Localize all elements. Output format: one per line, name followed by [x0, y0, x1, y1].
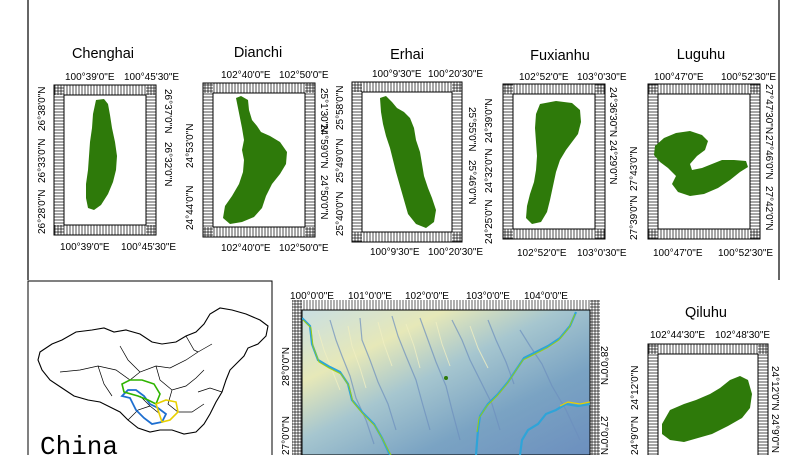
chenghai-top-lon-1: 100°39'0"E [65, 72, 115, 83]
erhai-bottom-lon-2: 100°20'30"E [428, 247, 483, 258]
fuxianhu-bottom-lon-1: 102°52'0"E [517, 248, 567, 259]
lake-dianchi-shape [223, 96, 287, 224]
lake-erhai-shape [380, 96, 436, 228]
chenghai-right-lat-2: 26°32'0"N [162, 142, 173, 187]
fuxianhu-right-lat-2: 24°29'0"N [607, 140, 618, 185]
fuxianhu-bottom-lon-2: 103°0'30"E [577, 248, 627, 259]
chenghai-left-lat-1: 26°38'0"N [37, 87, 48, 132]
guizhou-boundary [155, 399, 179, 423]
dianchi-left-lat-2: 24°44'0"N [185, 186, 196, 231]
lake-qiluhu-shape [662, 376, 752, 442]
chenghai-top-lon-2: 100°45'30"E [124, 72, 179, 83]
panel-qiluhu: 102°44'30"E 102°48'30"E 24°12'0"N 24°9'0… [630, 330, 780, 455]
panel-dianchi: 102°40'0"E 102°50'0"E 102°40'0"E 102°50'… [185, 70, 329, 254]
fuxianhu-left-lat-1: 24°39'0"N [484, 99, 495, 144]
panel-erhai: 100°9'30"E 100°20'30"E 100°9'30"E 100°20… [335, 69, 483, 258]
dianchi-left-lat-1: 24°53'0"N [185, 124, 196, 169]
dianchi-bottom-lon-1: 102°40'0"E [221, 243, 271, 254]
qiluhu-top-lon-2: 102°48'30"E [715, 330, 770, 341]
panel-title-erhai: Erhai [390, 47, 424, 63]
panel-title-chenghai: Chenghai [72, 46, 134, 62]
lake-fuxianhu-shape [526, 101, 581, 224]
luguhu-right-lat-3: 27°42'0"N [763, 186, 774, 231]
luguhu-bottom-lon-2: 100°52'30"E [718, 248, 773, 259]
erhai-left-lat-3: 25°40'0"N [335, 192, 346, 237]
erhai-left-lat-2: 25°49'0"N [335, 139, 346, 184]
lake-marker [444, 376, 448, 380]
dianchi-right-lat-1: 25°1'30"N [318, 88, 329, 133]
dem-top-lon-4: 103°0'0"E [466, 291, 510, 302]
panel-title-dianchi: Dianchi [234, 45, 282, 61]
qiluhu-left-lat-1: 24°12'0"N [630, 366, 641, 411]
dem-left-lat-1: 28°0'0"N [281, 347, 292, 386]
china-label: China [40, 432, 118, 455]
dem-top-lon-3: 102°0'0"E [405, 291, 449, 302]
luguhu-bottom-lon-1: 100°47'0"E [653, 248, 703, 259]
dem-relief [302, 311, 590, 455]
erhai-right-lat-2: 25°46'0"N [466, 160, 477, 205]
qiluhu-left-lat-2: 24°9'0"N [630, 416, 641, 455]
panel-title-luguhu: Luguhu [677, 47, 725, 63]
china-inset-map: China [27, 280, 273, 455]
luguhu-top-lon-1: 100°47'0"E [654, 72, 704, 83]
dianchi-top-lon-2: 102°50'0"E [279, 70, 329, 81]
erhai-top-lon-1: 100°9'30"E [372, 69, 422, 80]
qiluhu-top-lon-1: 102°44'30"E [650, 330, 705, 341]
erhai-right-lat-1: 25°55'0"N [466, 107, 477, 152]
fuxianhu-top-lon-2: 103°0'30"E [577, 72, 627, 83]
panel-title-fuxianhu: Fuxianhu [530, 48, 590, 64]
chenghai-bottom-lon-2: 100°45'30"E [121, 242, 176, 253]
panel-title-qiluhu: Qiluhu [685, 305, 727, 321]
fuxianhu-top-lon-1: 102°52'0"E [519, 72, 569, 83]
fuxianhu-left-lat-3: 24°25'0"N [484, 200, 495, 245]
erhai-bottom-lon-1: 100°9'30"E [370, 247, 420, 258]
panel-fuxianhu: 102°52'0"E 103°0'30"E 102°52'0"E 103°0'3… [484, 72, 627, 259]
chenghai-left-lat-2: 26°33'0"N [37, 139, 48, 184]
chenghai-left-lat-3: 26°28'0"N [37, 190, 48, 235]
dianchi-right-lat-3: 24°50'0"N [318, 175, 329, 220]
luguhu-left-lat-2: 27°39'0"N [629, 196, 640, 241]
qiluhu-right-lat-1: 24°12'0"N [769, 366, 780, 411]
panel-chenghai: 100°39'0"E 100°45'30"E 100°39'0"E 100°45… [37, 72, 179, 253]
dem-top-lon-5: 104°0'0"E [524, 291, 568, 302]
dianchi-top-lon-1: 102°40'0"E [221, 70, 271, 81]
yunnan-boundary [120, 389, 168, 425]
dem-top-lon-2: 101°0'0"E [348, 291, 392, 302]
luguhu-left-lat-1: 27°43'0"N [629, 147, 640, 192]
luguhu-right-lat-2: 27°46'0"N [763, 135, 774, 180]
chenghai-right-lat-1: 26°37'0"N [162, 89, 173, 134]
fuxianhu-left-lat-2: 24°32'0"N [484, 149, 495, 194]
luguhu-top-lon-2: 100°52'30"E [721, 72, 776, 83]
luguhu-right-lat-1: 27°47'30"N [763, 84, 774, 134]
boundary-line-southeast [518, 402, 590, 455]
dem-map: 100°0'0"E 101°0'0"E 102°0'0"E 103°0'0"E … [281, 291, 609, 455]
dem-left-lat-2: 27°0'0"N [281, 416, 292, 455]
dem-top-lon-1: 100°0'0"E [290, 291, 334, 302]
dianchi-bottom-lon-2: 102°50'0"E [279, 243, 329, 254]
lake-luguhu-shape [654, 131, 748, 196]
china-outline [37, 307, 269, 435]
dianchi-right-lat-2: 24°59'0"N [318, 124, 329, 169]
dem-right-lat-2: 27°0'0"N [598, 416, 609, 455]
lake-chenghai-shape [86, 99, 117, 210]
erhai-top-lon-2: 100°20'30"E [428, 69, 483, 80]
fuxianhu-right-lat-1: 24°36'30"N [607, 87, 618, 137]
qiluhu-right-lat-2: 24°9'0"N [769, 414, 780, 453]
sichuan-boundary [121, 379, 161, 406]
erhai-left-lat-1: 25°58'0"N [335, 86, 346, 131]
panel-luguhu: 100°47'0"E 100°52'30"E 100°47'0"E 100°52… [629, 72, 776, 259]
dem-right-lat-1: 28°0'0"N [598, 346, 609, 385]
chenghai-bottom-lon-1: 100°39'0"E [60, 242, 110, 253]
